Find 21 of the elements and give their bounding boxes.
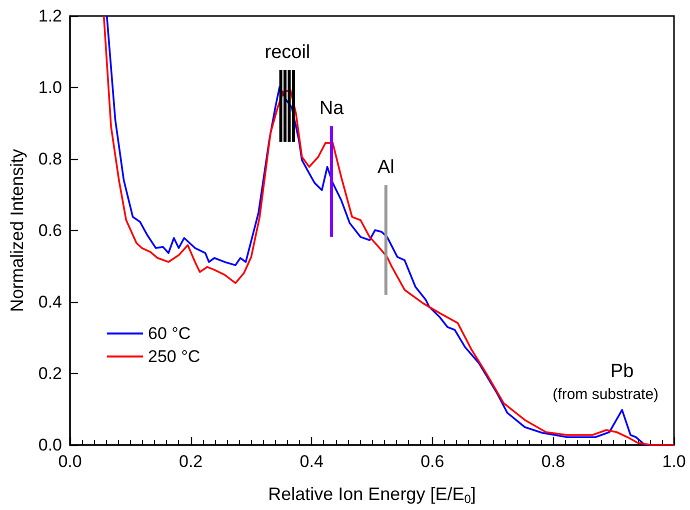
y-tick-label: 0.2 [38, 364, 62, 383]
x-tick-label: 0.0 [58, 452, 82, 471]
annotation: Pb [610, 360, 634, 382]
y-tick-label: 0.8 [38, 150, 62, 168]
x-tick-label: 0.4 [300, 452, 324, 471]
y-tick-label: 0.6 [38, 221, 62, 240]
y-tick-label: 1.0 [38, 78, 62, 97]
annotation: (from substrate) [552, 386, 659, 403]
x-tick-label: 0.6 [420, 452, 444, 471]
x-tick-label: 1.0 [662, 452, 686, 471]
x-tick-label: 0.8 [541, 452, 566, 471]
legend-label: 250 °C [148, 347, 200, 366]
annotation: Na [319, 98, 344, 120]
annotation: recoil [264, 42, 310, 63]
y-tick-label: 0.0 [38, 436, 62, 454]
legend-label: 60 °C [148, 324, 191, 343]
y-tick-label: 0.4 [38, 292, 62, 312]
x-tick-label: 0.2 [178, 452, 203, 471]
annotation: Al [377, 157, 394, 178]
y-tick-label: 1.2 [38, 6, 62, 26]
y-axis-title: Normalized Intensity [7, 148, 27, 312]
